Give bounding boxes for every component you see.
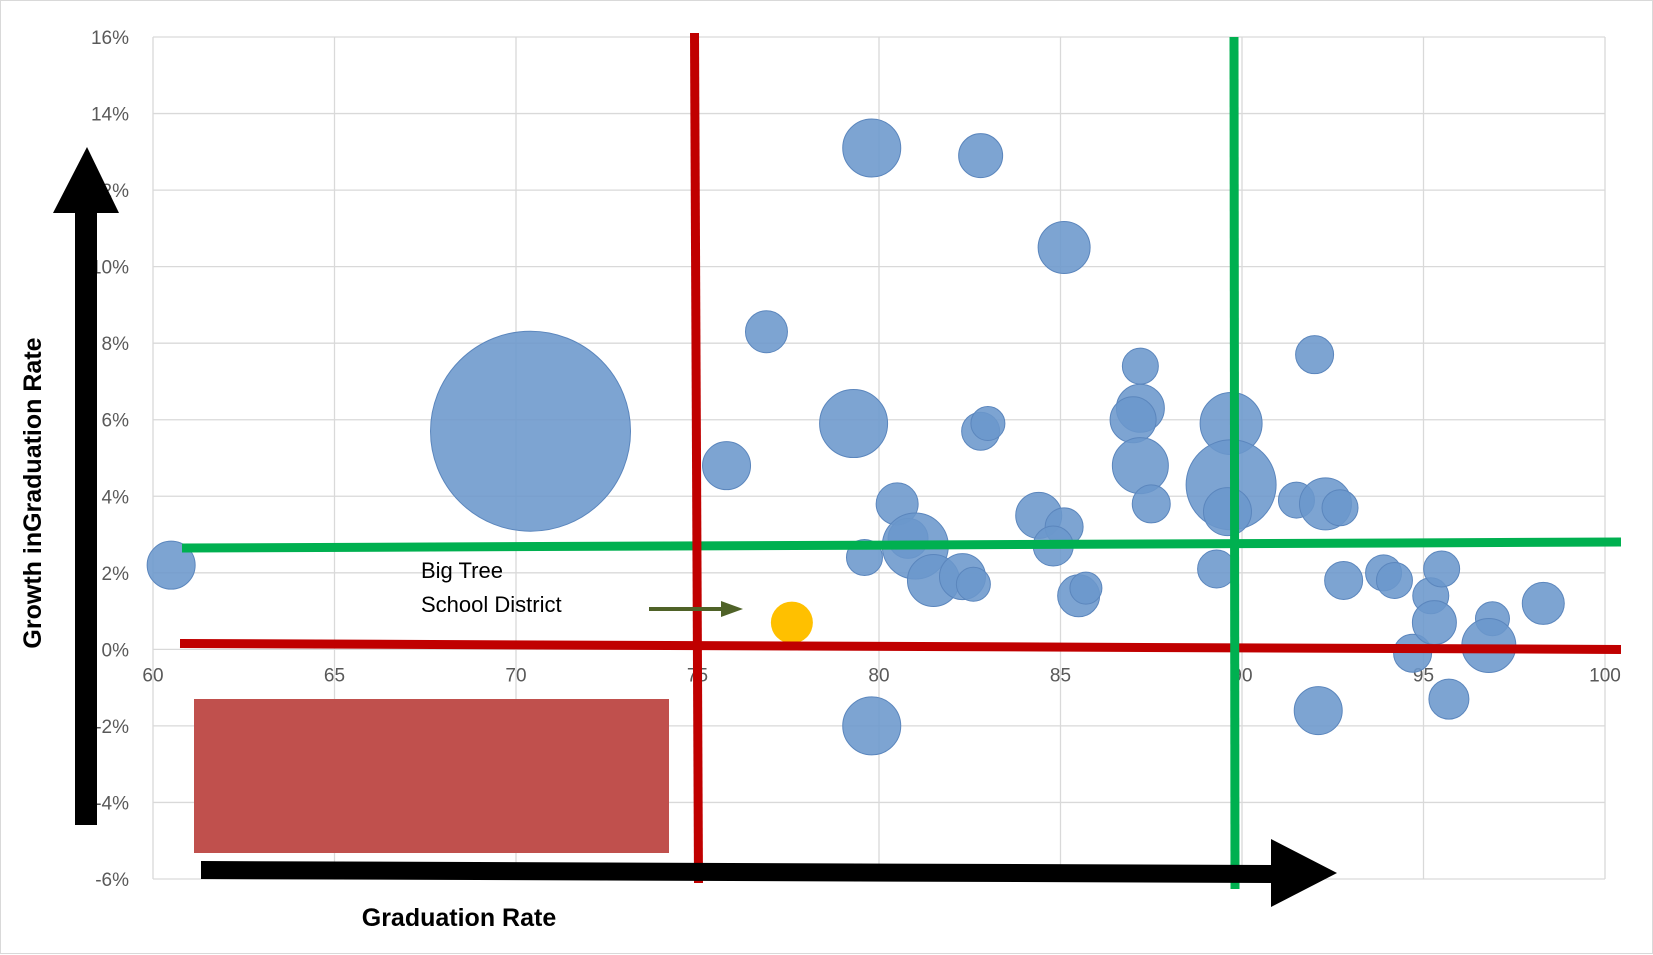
bubbles: [146, 118, 1565, 756]
green-vertical-line: [1229, 36, 1240, 890]
y-tick-label: 0%: [102, 640, 130, 661]
bubble: [1321, 489, 1359, 527]
y-tick-label: 4%: [102, 487, 130, 508]
y-axis-arrow-head: [53, 147, 119, 213]
y-tick-label: 2%: [102, 564, 130, 585]
x-tick-label: 65: [324, 665, 345, 686]
y-tick-label: -2%: [95, 717, 129, 738]
bubble: [1131, 484, 1171, 524]
x-axis-arrow-head: [1271, 839, 1337, 907]
bubble: [1109, 396, 1157, 444]
bubble: [1521, 581, 1565, 625]
bubble: [430, 330, 632, 532]
bubble: [744, 310, 788, 354]
red-horizontal-line: [179, 638, 1622, 654]
x-tick-labels: 6065707580859095100: [142, 665, 1620, 686]
bubble: [1375, 561, 1413, 599]
y-axis-title: Growth inGraduation Rate: [19, 337, 47, 648]
bubble: [1197, 549, 1237, 589]
bubble: [842, 696, 902, 756]
bubble: [1393, 633, 1433, 673]
annotation-arrow-head: [721, 601, 743, 617]
threshold-lines: [179, 32, 1622, 890]
y-tick-label: 10%: [91, 258, 129, 279]
annotation-line-2: School District: [421, 592, 562, 617]
green-horizontal-line: [181, 537, 1622, 553]
x-tick-label: 85: [1050, 665, 1071, 686]
bubble: [702, 441, 752, 491]
bubble: [1069, 571, 1103, 605]
bubble: [1037, 221, 1091, 274]
y-tick-label: 16%: [91, 28, 129, 49]
bubble: [842, 118, 902, 178]
red-vertical-line: [690, 32, 703, 884]
y-tick-label: 14%: [91, 105, 129, 126]
bubble: [1121, 347, 1159, 385]
y-tick-label: 8%: [102, 334, 130, 355]
x-axis-title: Graduation Rate: [362, 904, 557, 932]
bubble: [1293, 686, 1343, 736]
red-box: [194, 699, 669, 853]
bubble: [1428, 678, 1470, 720]
x-tick-label: 70: [505, 665, 526, 686]
x-tick-label: 100: [1589, 665, 1621, 686]
bubble: [1295, 335, 1335, 375]
x-tick-label: 60: [142, 665, 163, 686]
bubble: [1111, 437, 1169, 495]
bubble: [955, 566, 991, 602]
bubble: [146, 540, 196, 590]
y-tick-label: -6%: [95, 870, 129, 891]
bubble: [958, 133, 1004, 179]
y-tick-labels: -6%-4%-2%0%2%4%6%8%10%12%14%16%: [91, 28, 129, 891]
bubble: [1324, 560, 1364, 600]
y-tick-label: -4%: [95, 793, 129, 814]
x-axis-arrow-shaft: [201, 861, 1273, 883]
annotation-line-1: Big Tree: [421, 558, 503, 583]
highlight-bubble-big-tree: [770, 601, 813, 644]
decorations: [53, 147, 1337, 907]
bubble: [1411, 600, 1457, 646]
x-tick-label: 80: [868, 665, 889, 686]
y-tick-label: 6%: [102, 411, 130, 432]
bubble: [1423, 550, 1461, 588]
bubble: [1202, 487, 1252, 537]
bubble: [970, 406, 1006, 442]
bubble: [819, 389, 889, 459]
y-axis-arrow-shaft: [75, 203, 97, 825]
